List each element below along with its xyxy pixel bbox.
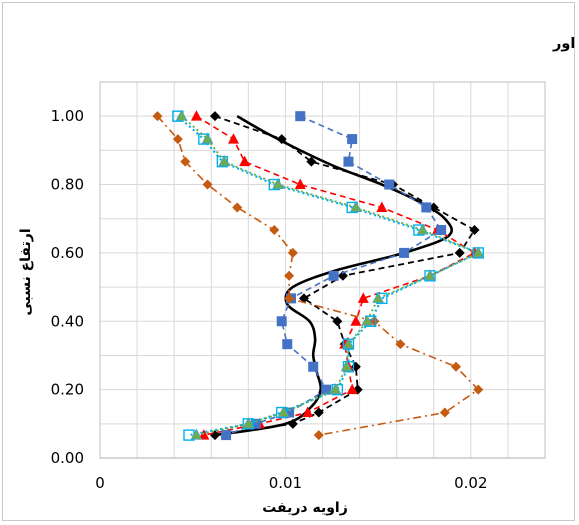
data-point: [329, 383, 342, 395]
data-point: [277, 405, 290, 418]
data-point: [343, 156, 354, 167]
data-point: [209, 111, 220, 122]
data-point: [287, 418, 298, 429]
data-point: [287, 247, 298, 258]
data-point: [190, 110, 202, 121]
data-point: [284, 293, 295, 304]
data-point: [376, 201, 388, 212]
data-point: [276, 316, 287, 327]
data-point: [294, 178, 306, 190]
series-6: [175, 109, 485, 440]
x-tick-label: 0: [95, 474, 105, 492]
data-point: [436, 225, 447, 236]
x-axis-label: زاویه دریفت: [262, 500, 348, 516]
data-point: [439, 407, 450, 418]
data-point: [350, 200, 362, 212]
data-point: [276, 134, 287, 145]
data-point: [218, 155, 231, 167]
data-point: [340, 360, 353, 372]
data-point: [180, 156, 191, 167]
data-point: [221, 430, 232, 441]
data-point: [201, 132, 214, 144]
data-point: [347, 134, 358, 145]
data-point: [250, 418, 261, 429]
data-point: [284, 270, 295, 281]
tick-labels: 0 0.01 0.02 0.00 0.20 0.40 0.60 0.80 1.00: [51, 107, 488, 492]
data-point: [473, 384, 484, 395]
series-line: [214, 115, 476, 436]
data-point: [384, 179, 395, 190]
y-tick-label: 0.40: [51, 312, 84, 330]
data-point: [346, 383, 358, 395]
series-4: [152, 111, 484, 441]
data-point: [306, 156, 317, 167]
x-tick-label: 0.02: [454, 474, 487, 492]
data-point: [269, 225, 280, 236]
data-point: [284, 407, 295, 418]
data-point: [313, 407, 324, 418]
data-point: [361, 314, 373, 326]
y-axis-label: ارتفاع نسبی: [18, 228, 34, 315]
data-point: [357, 292, 369, 303]
data-point: [372, 291, 384, 303]
data-point: [302, 406, 314, 418]
data-point: [282, 339, 293, 350]
data-point: [172, 134, 183, 145]
data-point: [328, 270, 339, 281]
grid: [99, 81, 546, 459]
chart-frame: [2, 2, 575, 521]
data-point: [308, 361, 319, 372]
y-tick-label: 0.00: [51, 449, 84, 467]
y-tick-label: 1.00: [51, 107, 84, 125]
y-tick-label: 0.20: [51, 381, 84, 399]
data-point: [472, 246, 485, 258]
data-point: [313, 430, 324, 441]
data-point: [190, 428, 203, 440]
chart-title: زاویه دریفت سازه ۱۵ طبقه با استفاده از ر…: [552, 36, 579, 52]
data-point: [202, 179, 213, 190]
data-point: [175, 109, 188, 121]
y-tick-label: 0.80: [51, 176, 84, 194]
data-point: [350, 315, 362, 326]
data-point: [342, 337, 355, 349]
data-point: [469, 225, 480, 236]
data-point: [272, 177, 284, 190]
data-point: [228, 133, 239, 144]
data-point: [232, 202, 243, 213]
data-point: [295, 111, 306, 122]
series-line: [177, 115, 480, 437]
data-point: [424, 269, 436, 281]
data-point: [152, 111, 163, 122]
series-line: [195, 115, 476, 436]
data-point: [337, 270, 348, 281]
data-point: [242, 417, 255, 429]
data-point: [395, 339, 406, 350]
data-point: [421, 202, 432, 213]
series-group: [152, 109, 485, 441]
data-point: [399, 247, 410, 258]
data-point: [451, 361, 461, 372]
data-point: [332, 316, 343, 327]
data-point: [239, 155, 251, 167]
y-tick-label: 0.60: [51, 244, 84, 262]
plot-area: [99, 81, 546, 459]
data-point: [321, 384, 332, 395]
x-tick-label: 0.01: [269, 474, 302, 492]
series-line: [180, 115, 480, 437]
data-point: [416, 223, 429, 235]
data-point: [454, 247, 465, 258]
